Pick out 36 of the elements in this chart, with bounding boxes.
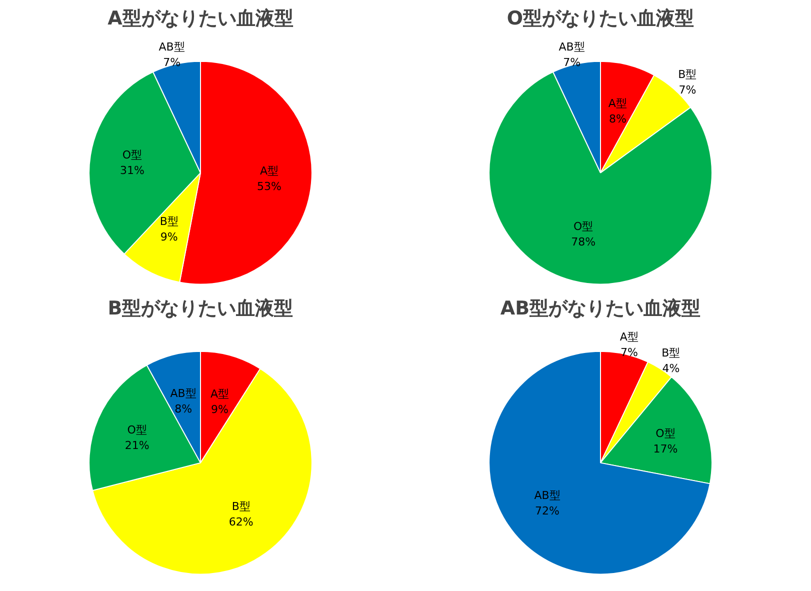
slice-label: O型: [127, 423, 147, 436]
slice-label: A型: [210, 388, 230, 401]
data-label: 31%: [120, 164, 144, 178]
slice-label: A型: [608, 96, 627, 110]
data-label: 62%: [228, 515, 254, 528]
slice-label: O型: [122, 148, 142, 162]
slice-label: O型: [573, 220, 594, 234]
slice-label: B型: [678, 68, 697, 81]
data-label: 72%: [535, 504, 560, 518]
data-label: 78%: [571, 236, 596, 249]
slice-label: AB型: [534, 488, 560, 502]
chart-title: O型がなりたい血液型: [506, 8, 694, 30]
chart-title: AB型がなりたい血液型: [500, 298, 701, 320]
data-label: 9%: [211, 403, 228, 416]
data-label: 4%: [662, 362, 680, 376]
slice-label: AB型: [170, 386, 196, 400]
slice-label: AB型: [558, 40, 585, 54]
chart-title: B型がなりたい血液型: [108, 298, 294, 320]
data-label: 7%: [620, 346, 638, 360]
slice-label: B型: [662, 346, 680, 360]
data-label: 9%: [160, 230, 178, 244]
slice-label: B型: [232, 500, 250, 513]
data-label: 17%: [653, 442, 678, 456]
data-label: 8%: [608, 112, 626, 126]
slice-label: AB型: [158, 40, 185, 54]
slice-label: B型: [160, 215, 178, 228]
slice-label: A型: [620, 330, 638, 344]
slice-label: A型: [260, 164, 279, 178]
data-label: 7%: [678, 83, 696, 96]
data-label: 21%: [124, 438, 150, 452]
data-label: 7%: [163, 56, 181, 70]
data-label: 8%: [174, 402, 192, 416]
slice-label: O型: [656, 426, 676, 440]
data-label: 53%: [257, 180, 282, 194]
chart-title: A型がなりたい血液型: [108, 8, 294, 30]
data-label: 7%: [563, 56, 581, 70]
